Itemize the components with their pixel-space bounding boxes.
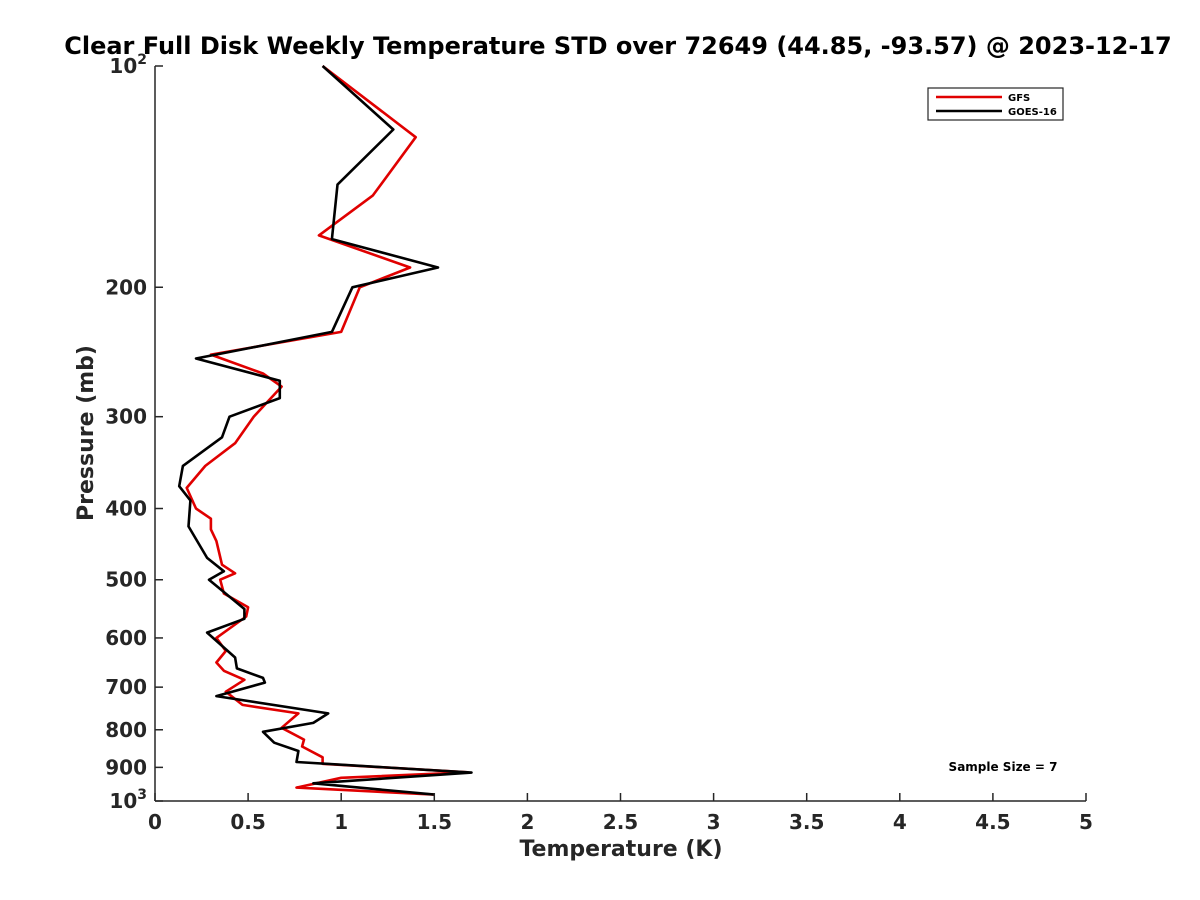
- y-tick-label: 900: [105, 755, 147, 779]
- legend: GFS GOES-16: [927, 87, 1064, 121]
- x-tick-label: 3.5: [789, 810, 824, 834]
- x-ticks: 0 0.5 1 1.5 2 2.5 3 3.5 4 4.5 5: [148, 793, 1093, 834]
- y-tick-label: 200: [105, 275, 147, 299]
- axes: [154, 66, 1086, 802]
- legend-label-gfs: GFS: [1008, 93, 1030, 104]
- y-tick-label: 102: [109, 52, 147, 78]
- chart-title: Clear Full Disk Weekly Temperature STD o…: [64, 32, 1172, 60]
- x-tick-label: 2.5: [603, 810, 638, 834]
- plot-lines: [177, 64, 473, 796]
- y-axis-label: Pressure (mb): [74, 345, 99, 521]
- x-tick-label: 2: [520, 810, 534, 834]
- y-tick-label: 700: [105, 675, 147, 699]
- x-tick-label: 5: [1079, 810, 1093, 834]
- x-tick-label: 0.5: [230, 810, 265, 834]
- x-tick-label: 0: [148, 810, 162, 834]
- y-tick-label: 800: [105, 718, 147, 742]
- y-tick-label: 103: [109, 787, 147, 813]
- y-tick-label: 300: [105, 405, 147, 429]
- x-tick-label: 4: [893, 810, 907, 834]
- y-ticks: 102 200 300 400 500 600 700 800 900 103: [105, 52, 163, 813]
- x-tick-label: 4.5: [975, 810, 1010, 834]
- sample-size-annotation: Sample Size = 7: [949, 760, 1058, 774]
- series-line-gfs: [185, 64, 470, 796]
- y-tick-label: 400: [105, 497, 147, 521]
- x-tick-label: 1: [334, 810, 348, 834]
- x-tick-label: 1.5: [417, 810, 452, 834]
- x-tick-label: 3: [707, 810, 721, 834]
- y-tick-label: 500: [105, 568, 147, 592]
- series-line-goes-16: [177, 65, 473, 796]
- x-axis-label: Temperature (K): [519, 837, 722, 862]
- legend-box: [927, 87, 1064, 121]
- y-tick-label: 600: [105, 626, 147, 650]
- legend-label-goes16: GOES-16: [1008, 107, 1057, 118]
